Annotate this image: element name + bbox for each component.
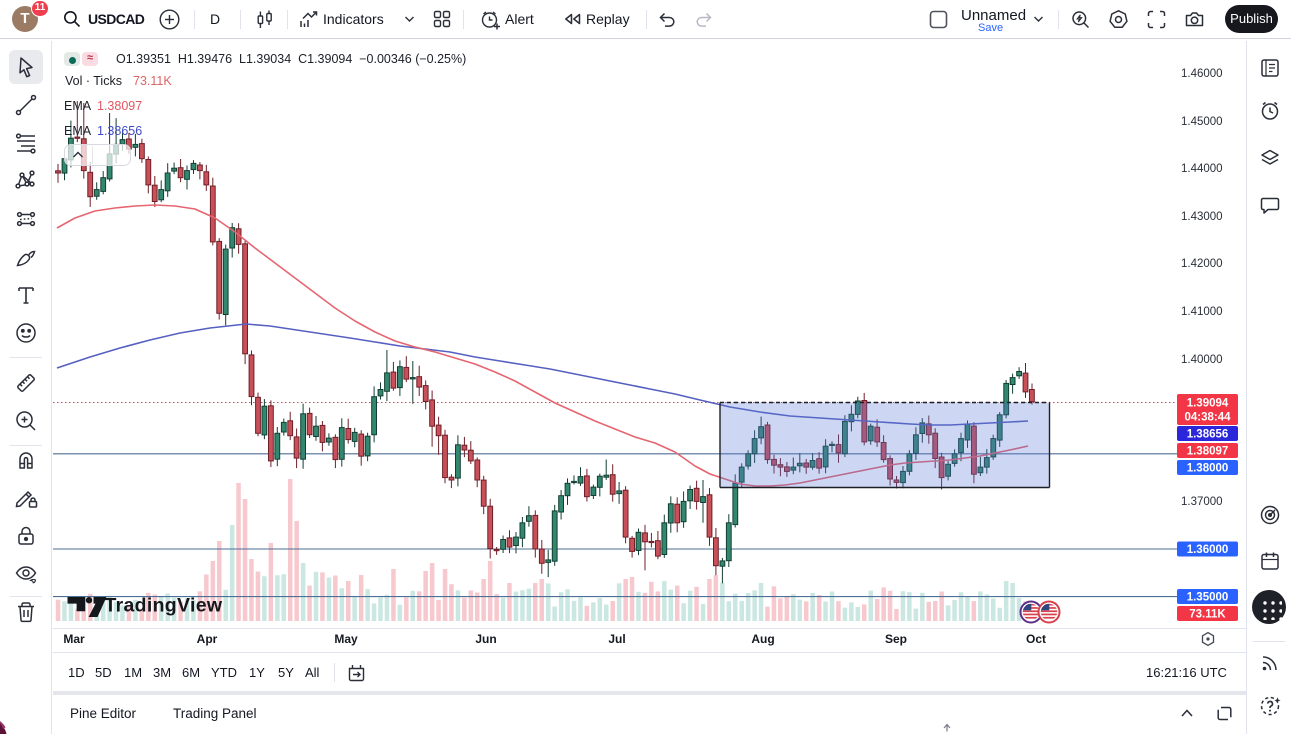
svg-text:May: May [334,632,358,646]
svg-text:1.38097: 1.38097 [1187,446,1229,458]
svg-text:1.41000: 1.41000 [1181,306,1223,318]
svg-text:1.42000: 1.42000 [1181,258,1223,270]
svg-text:1.45000: 1.45000 [1181,116,1223,128]
svg-text:1.37000: 1.37000 [1181,496,1223,508]
svg-text:Apr: Apr [197,632,218,646]
svg-text:04:38:44: 04:38:44 [1184,412,1231,424]
svg-text:TradingView: TradingView [105,595,223,617]
svg-text:1.43000: 1.43000 [1181,211,1223,223]
svg-text:1.46000: 1.46000 [1181,68,1223,80]
svg-text:1.38656: 1.38656 [1187,429,1229,441]
svg-text:1.35000: 1.35000 [1187,592,1229,604]
svg-text:Aug: Aug [751,632,774,646]
svg-text:Jun: Jun [475,632,496,646]
svg-text:Sep: Sep [885,632,907,646]
svg-text:1.38000: 1.38000 [1187,463,1229,475]
svg-text:Jul: Jul [608,632,625,646]
svg-text:1.40000: 1.40000 [1181,354,1223,366]
svg-text:73.11K: 73.11K [1189,609,1226,621]
svg-text:1.44000: 1.44000 [1181,163,1223,175]
svg-text:Mar: Mar [63,632,85,646]
svg-text:1.36000: 1.36000 [1187,544,1229,556]
svg-text:1.39094: 1.39094 [1187,398,1229,410]
svg-text:Oct: Oct [1026,632,1046,646]
